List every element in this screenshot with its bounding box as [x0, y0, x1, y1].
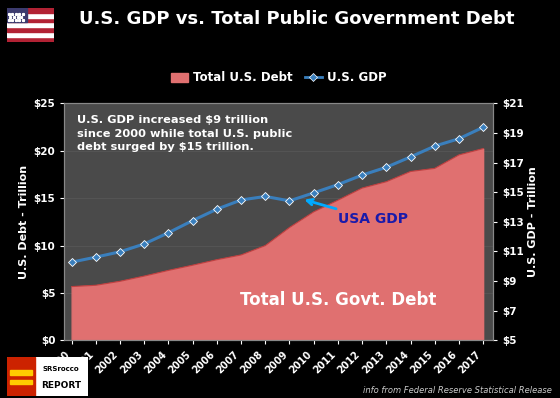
Y-axis label: U.S. GDP - Trillion: U.S. GDP - Trillion — [528, 166, 538, 277]
Bar — [7, 8, 54, 13]
Text: SRSrocco: SRSrocco — [43, 366, 80, 372]
Bar — [7, 18, 54, 22]
Bar — [7, 22, 54, 27]
Bar — [10, 370, 32, 375]
Bar — [7, 27, 54, 32]
Y-axis label: U.S. Debt - Trillion: U.S. Debt - Trillion — [20, 165, 30, 279]
Text: USA GDP: USA GDP — [307, 199, 408, 226]
Bar — [7, 37, 54, 42]
Bar — [7, 32, 54, 37]
Bar — [10, 380, 32, 384]
Text: REPORT: REPORT — [41, 380, 81, 390]
Legend: Total U.S. Debt, U.S. GDP: Total U.S. Debt, U.S. GDP — [166, 67, 391, 89]
Text: U.S. GDP increased $9 trillion
since 2000 while total U.S. public
debt surged by: U.S. GDP increased $9 trillion since 200… — [77, 115, 292, 152]
Text: info from Federal Reserve Statistical Release: info from Federal Reserve Statistical Re… — [363, 386, 552, 395]
Text: U.S. GDP vs. Total Public Government Debt: U.S. GDP vs. Total Public Government Deb… — [79, 10, 515, 28]
Bar — [7, 357, 35, 396]
Text: Total U.S. Govt. Debt: Total U.S. Govt. Debt — [240, 291, 437, 309]
Bar — [7, 8, 27, 22]
Bar — [7, 13, 54, 18]
